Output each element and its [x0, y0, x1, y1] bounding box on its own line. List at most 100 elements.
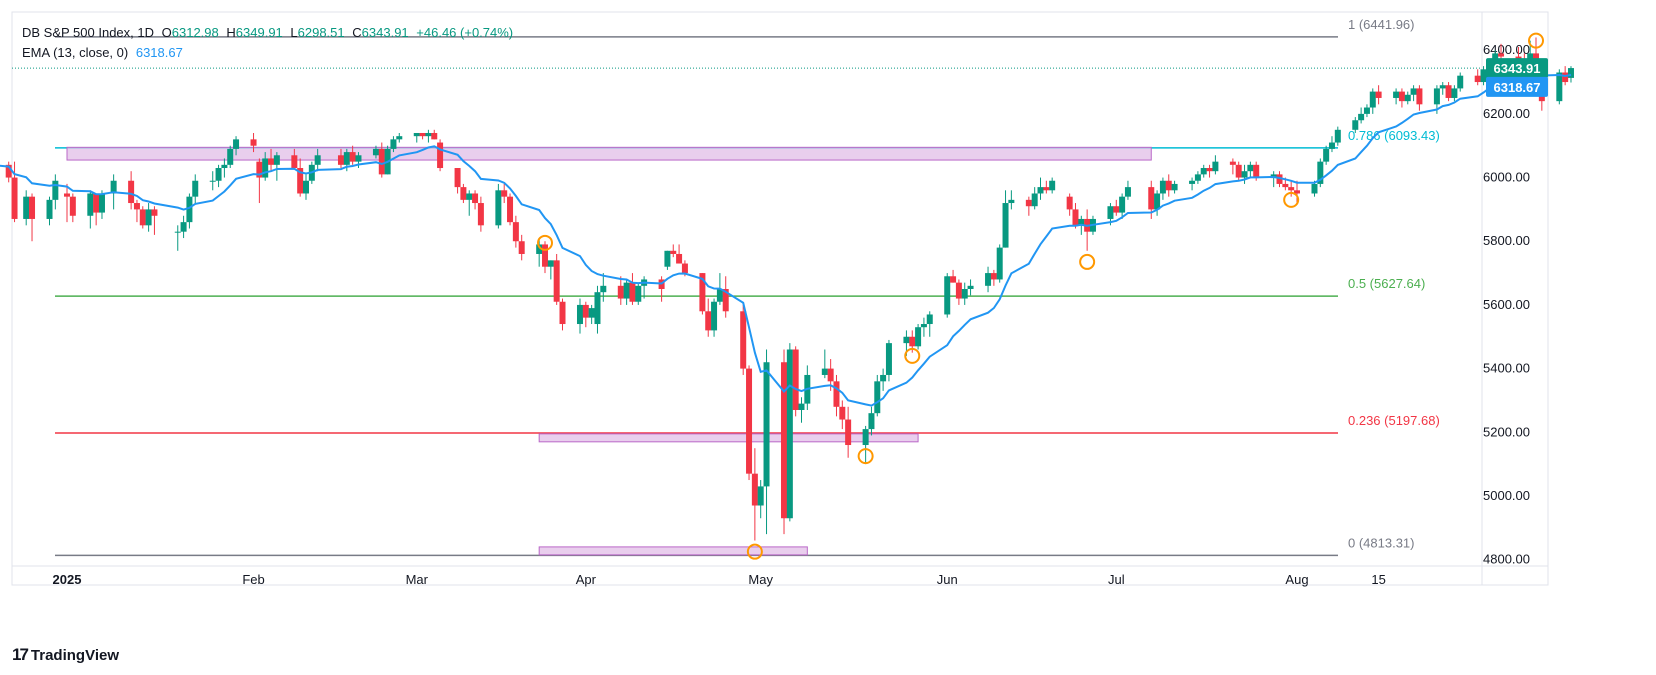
x-tick-label: Feb: [242, 572, 264, 587]
candle-body: [559, 301, 566, 325]
candle-body: [64, 193, 70, 197]
candle-body: [833, 381, 840, 407]
candle-body: [985, 273, 992, 286]
chart-frame: [11, 11, 1549, 586]
candle-body: [664, 250, 671, 267]
candle-body: [1567, 68, 1574, 78]
candle-body: [1311, 183, 1318, 194]
candle-body: [1334, 129, 1341, 143]
candle-body: [314, 155, 321, 165]
candle-body: [507, 196, 514, 223]
candle-body: [1049, 180, 1056, 191]
pivot-marker: [904, 347, 921, 364]
pivot-marker: [1528, 32, 1545, 49]
y-tick-label: 5800.00: [1483, 233, 1530, 248]
candle-body: [1439, 85, 1446, 89]
candle-body: [69, 196, 76, 216]
candle-body: [431, 132, 438, 140]
candle-body: [151, 209, 158, 216]
change-value: +46.46 (+0.74%): [416, 25, 514, 40]
candle-body: [1148, 187, 1155, 210]
candle-body: [746, 368, 753, 474]
candle-body: [1200, 168, 1207, 175]
candle-body: [1025, 199, 1032, 207]
tradingview-logo[interactable]: 17 TradingView: [12, 645, 119, 665]
candle-body: [5, 164, 12, 178]
candle-body: [419, 132, 426, 137]
pivot-marker: [1079, 253, 1096, 270]
candle-body: [1393, 91, 1400, 98]
last-price-tag: [1486, 58, 1548, 79]
fib-level-label: 0 (4813.31): [1348, 535, 1415, 550]
fib-level-label: 1 (6441.96): [1348, 17, 1415, 32]
y-tick-label: 6000.00: [1483, 170, 1530, 185]
fib-level-label: 0.5 (5627.64): [1348, 276, 1425, 291]
candle-body: [629, 282, 636, 302]
candle-body: [250, 139, 257, 146]
candle-body: [1031, 193, 1038, 207]
candle-body: [1474, 75, 1481, 83]
indicator-name[interactable]: EMA (13, close, 0): [22, 45, 129, 60]
ema-value-tag: [1486, 76, 1548, 97]
y-tick-label: 5400.00: [1483, 361, 1530, 376]
candle-body: [845, 419, 852, 446]
candle-body: [1317, 161, 1324, 184]
candle-body: [297, 168, 304, 194]
candle-body: [670, 250, 677, 254]
candle-body: [874, 381, 881, 414]
candle-body: [93, 193, 100, 213]
candle-body: [1043, 187, 1050, 191]
candle-body: [1445, 85, 1452, 98]
candle-body: [1241, 171, 1248, 178]
candle-body: [343, 152, 350, 165]
candle-body: [880, 374, 887, 382]
candle-body: [215, 168, 222, 181]
candle-body: [227, 148, 234, 165]
candle-body: [751, 473, 758, 506]
candle-body: [518, 241, 525, 254]
open-label: O: [161, 25, 172, 40]
candle-body: [337, 155, 344, 165]
candle-body: [868, 413, 875, 430]
candle-body: [1288, 187, 1295, 191]
candle-body: [722, 289, 729, 312]
candle-body: [588, 308, 595, 318]
candle-body: [11, 177, 18, 219]
symbol-name[interactable]: DB S&P 500 Index, 1D: [22, 25, 155, 40]
candle-body: [52, 180, 59, 200]
candle-body: [98, 193, 105, 213]
candle-body: [1270, 174, 1277, 178]
candle-body: [1276, 174, 1283, 184]
candle-body: [268, 158, 275, 165]
candle-body: [180, 222, 187, 232]
candle-body: [839, 406, 846, 420]
support-resistance-zone: [538, 433, 919, 443]
indicator-legend: EMA (13, close, 0) 6318.67: [22, 45, 187, 60]
pivot-marker: [857, 448, 874, 465]
candle-body: [1457, 75, 1464, 89]
candle-body: [1375, 91, 1382, 98]
candle-body: [501, 190, 508, 197]
candle-body: [1404, 94, 1411, 102]
ema-line: [0, 70, 1572, 407]
candle-body: [1358, 113, 1365, 121]
candle-body: [495, 190, 502, 226]
candle-body: [1037, 187, 1044, 194]
candle-body: [355, 155, 362, 162]
candle-body: [944, 276, 951, 315]
candle-body: [139, 209, 146, 226]
close-label: C: [352, 25, 362, 40]
candle-body: [623, 282, 630, 299]
candle-body: [466, 193, 473, 200]
candle-body: [454, 168, 461, 188]
candle-body: [1194, 174, 1201, 181]
candle-body: [192, 180, 199, 197]
close-value: 6343.91: [361, 25, 409, 40]
candle-body: [1416, 88, 1423, 105]
ema-value-label: 6318.67: [1494, 80, 1541, 95]
candle-body: [1206, 168, 1213, 172]
candle-body: [209, 180, 216, 182]
candle-body: [174, 231, 181, 233]
